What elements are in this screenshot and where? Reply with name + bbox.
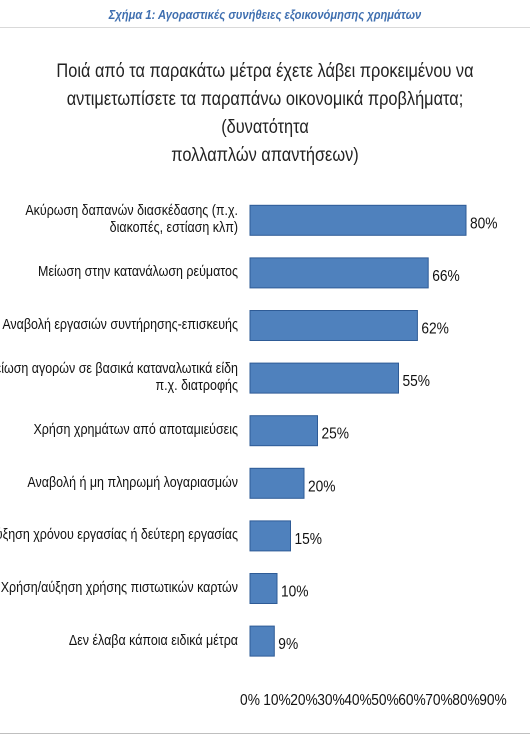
category-label-4: Μείωση αγορών σε βασικά καταναλωτικά είδ… bbox=[0, 361, 238, 395]
chart-title-line-1: Ποιά από τα παρακάτω μέτρα έχετε λάβει π… bbox=[56, 61, 474, 82]
value-label-2: 66% bbox=[432, 267, 460, 285]
value-label-8: 10% bbox=[281, 583, 309, 601]
category-label-9: Δεν έλαβα κάποια ειδικά μέτρα bbox=[0, 633, 238, 650]
bar-9 bbox=[249, 625, 275, 657]
x-tick-label-8: 80% bbox=[452, 691, 480, 709]
caption-divider bbox=[0, 27, 530, 28]
bar-7 bbox=[249, 520, 291, 552]
category-label-line: Ακύρωση δαπανών διασκέδασης (π.χ. bbox=[25, 203, 238, 220]
category-label-line: Αναβολή ή μη πληρωμή λογαριασμών bbox=[27, 474, 239, 491]
value-label-5: 25% bbox=[322, 425, 350, 443]
category-label-line: Αύξηση χρόνου εργασίας ή δεύτερη εργασία… bbox=[0, 527, 239, 544]
category-label-line: Δεν έλαβα κάποια ειδικά μέτρα bbox=[68, 632, 238, 649]
category-label-line: π.χ. διατροφής bbox=[155, 378, 238, 395]
category-label-6: Αναβολή ή μη πληρωμή λογαριασμών bbox=[0, 475, 238, 492]
value-label-9: 9% bbox=[278, 635, 298, 653]
x-tick-label-4: 40% bbox=[344, 691, 372, 709]
x-tick-label-0: 0% bbox=[240, 691, 260, 709]
category-label-2: Μείωση στην κατανάλωση ρεύματος bbox=[0, 264, 238, 281]
x-tick-label-1: 10% bbox=[263, 691, 291, 709]
x-tick-label-2: 20% bbox=[290, 691, 318, 709]
bar-3 bbox=[249, 310, 418, 341]
bottom-border bbox=[0, 733, 530, 734]
bar-2 bbox=[249, 257, 429, 289]
bar-8 bbox=[249, 573, 278, 604]
x-tick-label-3: 30% bbox=[317, 691, 345, 709]
category-label-1: Ακύρωση δαπανών διασκέδασης (π.χ. διακοπέ… bbox=[0, 203, 238, 237]
value-label-3: 62% bbox=[421, 320, 449, 338]
category-label-line: Χρήση/αύξηση χρήσης πιστωτικών καρτών bbox=[0, 580, 239, 596]
category-label-line: Χρήση χρημάτων από αποταμιεύσεις bbox=[33, 422, 239, 439]
category-label-line: Μείωση στην κατανάλωση ρεύματος bbox=[38, 264, 238, 281]
category-label-3: Αναβολή εργασιών συντήρησης-επισκευής bbox=[0, 317, 238, 334]
bar-5 bbox=[249, 415, 318, 447]
x-tick-label-6: 60% bbox=[398, 691, 426, 709]
bar-6 bbox=[249, 467, 305, 499]
category-label-line: Μείωση αγορών σε βασικά καταναλωτικά είδ… bbox=[0, 361, 239, 378]
chart-title-line-3: πολλαπλών απαντήσεων) bbox=[171, 145, 359, 166]
chart-title: Ποιά από τα παρακάτω μέτρα έχετε λάβει π… bbox=[54, 58, 475, 170]
bar-1 bbox=[249, 204, 467, 236]
bar-4 bbox=[249, 362, 399, 394]
value-label-6: 20% bbox=[308, 477, 336, 495]
category-label-line: διακοπές, εστίαση κλπ) bbox=[109, 220, 238, 237]
category-label-line: Αναβολή εργασιών συντήρησης-επισκευής bbox=[2, 317, 238, 333]
category-label-8: Χρήση/αύξηση χρήσης πιστωτικών καρτών bbox=[0, 580, 238, 597]
x-tick-label-7: 70% bbox=[425, 691, 453, 709]
category-label-7: Αύξηση χρόνου εργασίας ή δεύτερη εργασία… bbox=[0, 527, 238, 544]
chart-title-line-2: αντιμετωπίσετε τα παραπάνω οικονομικά πρ… bbox=[66, 89, 464, 138]
figure-caption: Σχήμα 1: Αγοραστικές συνήθειες εξοικονόμ… bbox=[108, 7, 422, 22]
category-label-5: Χρήση χρημάτων από αποταμιεύσεις bbox=[0, 422, 238, 439]
value-label-4: 55% bbox=[403, 372, 431, 390]
value-label-7: 15% bbox=[295, 530, 323, 548]
x-tick-label-9: 90% bbox=[479, 691, 507, 709]
x-tick-label-5: 50% bbox=[371, 691, 399, 709]
value-label-1: 80% bbox=[470, 214, 498, 232]
